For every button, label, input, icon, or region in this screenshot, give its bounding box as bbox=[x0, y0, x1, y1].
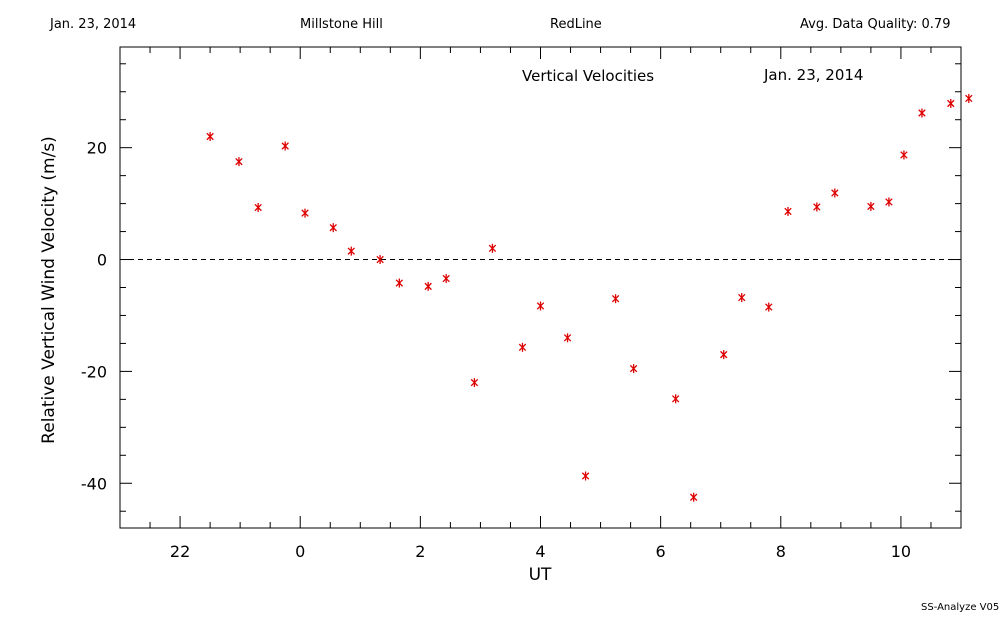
data-point bbox=[813, 202, 821, 212]
data-point bbox=[738, 293, 746, 303]
data-point bbox=[720, 350, 728, 360]
data-point bbox=[470, 378, 479, 388]
data-point bbox=[900, 150, 908, 160]
chart-title: Vertical Velocities bbox=[522, 67, 654, 85]
y-tick-label: 20 bbox=[87, 139, 107, 158]
y-tick-label: -40 bbox=[81, 474, 107, 493]
x-tick-label: 4 bbox=[535, 542, 545, 561]
axis-ticks bbox=[119, 47, 962, 528]
data-point bbox=[867, 201, 875, 211]
x-tick-label: 10 bbox=[891, 542, 911, 561]
data-point bbox=[689, 492, 698, 502]
x-tick-label: 6 bbox=[656, 542, 666, 561]
data-point bbox=[629, 364, 638, 374]
chart-subtitle: Jan. 23, 2014 bbox=[763, 66, 863, 84]
y-tick-label: -20 bbox=[81, 362, 107, 381]
y-tick-labels: -40 -20 0 20 bbox=[81, 139, 107, 494]
x-tick-label: 0 bbox=[295, 542, 305, 561]
data-point bbox=[581, 471, 590, 481]
data-point bbox=[329, 223, 337, 233]
data-point bbox=[206, 131, 214, 141]
header-data-quality: Avg. Data Quality: 0.79 bbox=[800, 17, 951, 32]
data-point bbox=[536, 301, 545, 311]
x-axis-label: UT bbox=[529, 565, 552, 585]
data-point bbox=[765, 302, 773, 312]
data-point bbox=[488, 243, 497, 253]
data-point bbox=[301, 208, 309, 218]
data-point bbox=[611, 294, 620, 304]
data-point bbox=[235, 157, 243, 167]
data-point bbox=[424, 281, 432, 291]
data-point bbox=[395, 278, 404, 288]
y-tick-label: 0 bbox=[97, 251, 107, 270]
plot-frame bbox=[119, 46, 962, 529]
data-point bbox=[947, 98, 955, 108]
data-point bbox=[965, 93, 973, 103]
data-point bbox=[518, 342, 527, 352]
data-point bbox=[347, 246, 355, 256]
y-axis-label: Relative Vertical Wind Velocity (m/s) bbox=[39, 136, 59, 444]
x-tick-label: 8 bbox=[776, 542, 786, 561]
x-tick-label: 2 bbox=[415, 542, 425, 561]
data-point bbox=[831, 188, 839, 198]
data-point bbox=[918, 108, 926, 118]
data-point bbox=[885, 197, 893, 207]
x-tick-label: 22 bbox=[170, 542, 190, 561]
data-point bbox=[563, 333, 572, 343]
data-point bbox=[376, 255, 384, 265]
data-point bbox=[442, 274, 450, 284]
data-point bbox=[254, 203, 262, 213]
data-point bbox=[671, 394, 680, 404]
header-filter: RedLine bbox=[550, 17, 602, 32]
data-point bbox=[784, 206, 792, 216]
x-tick-labels: 22 0 2 4 6 8 10 bbox=[170, 542, 911, 561]
header-date: Jan. 23, 2014 bbox=[50, 17, 137, 32]
data-points bbox=[206, 93, 973, 502]
header-site: Millstone Hill bbox=[300, 17, 383, 32]
software-version: SS-Analyze V05 bbox=[921, 602, 1000, 613]
data-point bbox=[281, 141, 289, 151]
